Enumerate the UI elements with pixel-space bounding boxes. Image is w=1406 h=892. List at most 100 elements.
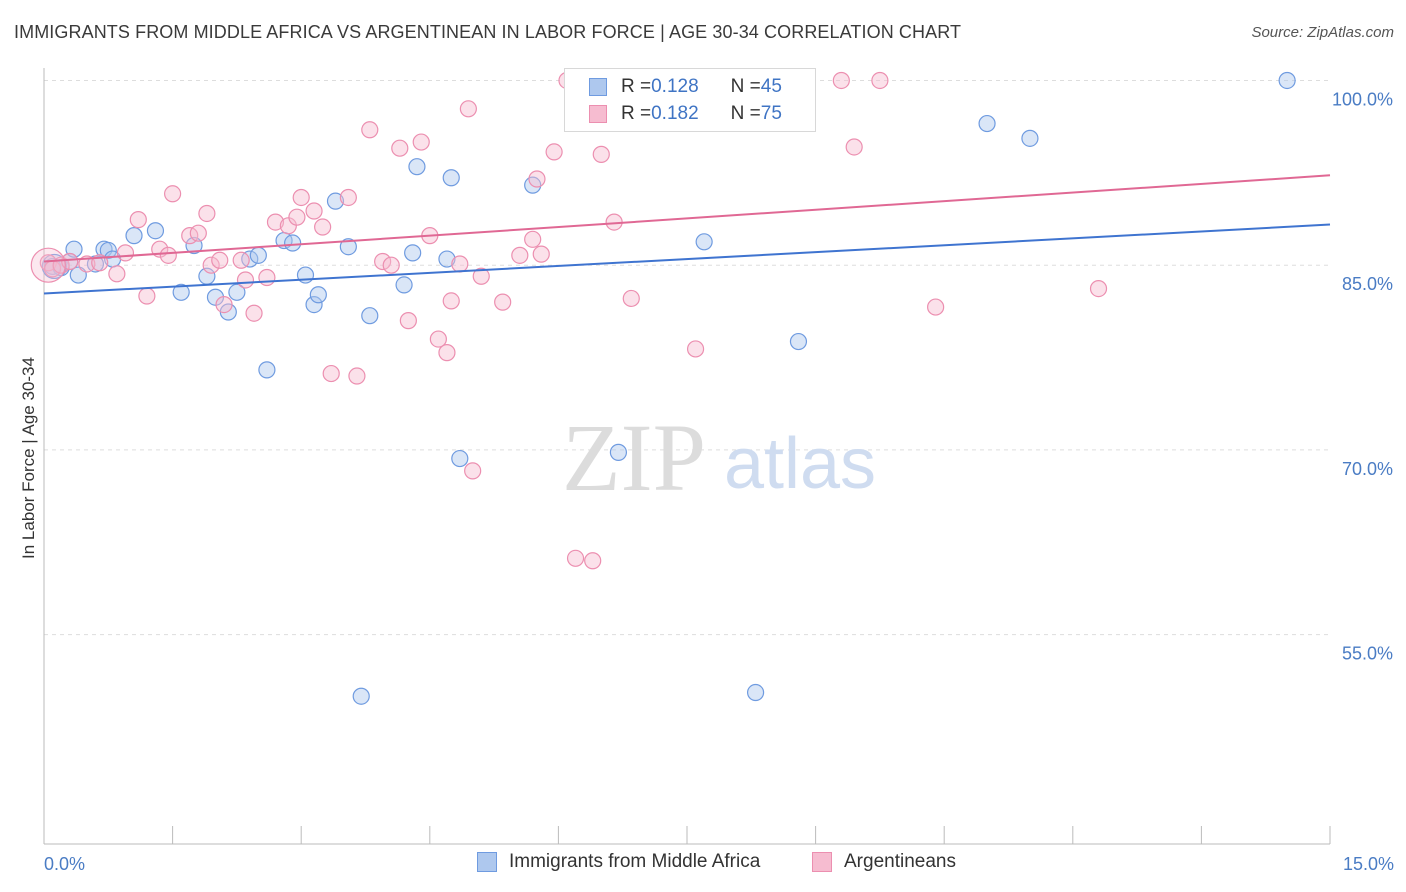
point-middle-africa — [249, 246, 267, 264]
series-argentineans-points — [30, 71, 1108, 570]
point-argentineans — [566, 549, 585, 567]
point-argentineans — [472, 267, 490, 285]
point-middle-africa — [241, 250, 259, 268]
y-tick-label: 55.0% — [1342, 644, 1393, 664]
point-middle-africa — [284, 234, 302, 252]
point-middle-africa — [438, 250, 456, 268]
point-argentineans — [164, 185, 182, 203]
source-label: Source: ZipAtlas.com — [1251, 24, 1394, 41]
y-tick-label: 100.0% — [1332, 89, 1393, 109]
trend-line-argentineans — [43, 174, 1331, 263]
series-legend-swatch-pink — [812, 852, 832, 872]
x-tick-label-max: 15.0% — [1343, 854, 1394, 874]
series-legend: Immigrants from Middle Africa Argentinea… — [0, 851, 1406, 879]
point-middle-africa — [125, 227, 143, 245]
point-middle-africa — [172, 283, 190, 301]
point-middle-africa — [258, 361, 276, 379]
n-label-blue: N = — [730, 76, 761, 97]
point-argentineans — [322, 364, 340, 383]
point-argentineans — [232, 251, 250, 269]
point-argentineans — [459, 100, 477, 118]
point-argentineans — [391, 139, 409, 157]
point-argentineans — [584, 552, 602, 570]
point-middle-africa — [408, 158, 426, 176]
watermark: ZIP atlas — [562, 404, 876, 511]
point-argentineans — [429, 330, 447, 348]
point-argentineans — [138, 287, 156, 305]
point-argentineans — [686, 340, 705, 358]
point-middle-africa — [978, 114, 996, 133]
n-value-blue: 45 — [760, 76, 782, 97]
point-argentineans — [288, 208, 306, 226]
point-argentineans — [215, 296, 233, 314]
point-argentineans — [412, 133, 430, 151]
tick-labels: 55.0% 70.0% 85.0% 100.0% 0.0% 15.0% — [44, 89, 1394, 874]
point-argentineans — [622, 289, 640, 308]
x-tick-label-min: 0.0% — [44, 854, 85, 874]
point-middle-africa — [1021, 129, 1039, 147]
n-label-pink: N = — [730, 103, 761, 124]
point-argentineans — [399, 312, 417, 330]
point-argentineans — [545, 143, 563, 161]
point-middle-africa — [404, 244, 422, 262]
point-argentineans — [202, 256, 220, 274]
point-middle-africa — [695, 233, 713, 251]
legend-swatch-blue — [589, 78, 607, 96]
series-middle-africa-points — [41, 71, 1296, 705]
point-argentineans — [451, 255, 469, 273]
point-argentineans — [511, 246, 529, 264]
point-argentineans — [129, 211, 147, 229]
y-tick-label: 70.0% — [1342, 459, 1393, 479]
r-label-blue: R = — [621, 76, 652, 97]
point-argentineans — [189, 224, 207, 242]
point-argentineans — [236, 271, 255, 289]
n-value-pink: 75 — [760, 103, 782, 124]
point-argentineans — [1089, 279, 1108, 298]
point-argentineans — [266, 213, 285, 231]
point-middle-africa — [609, 443, 628, 461]
point-middle-africa — [451, 449, 469, 468]
point-argentineans — [438, 344, 456, 362]
point-middle-africa — [339, 238, 357, 256]
stats-legend-row-pink: R = 0.182 N = 75 — [589, 101, 782, 127]
point-argentineans — [108, 265, 126, 283]
point-argentineans — [258, 268, 276, 287]
point-argentineans — [528, 170, 546, 188]
grid-lines — [44, 79, 1330, 636]
point-argentineans — [198, 204, 216, 223]
chart-title: IMMIGRANTS FROM MIDDLE AFRICA VS ARGENTI… — [14, 22, 962, 42]
point-argentineans — [524, 230, 542, 248]
point-argentineans — [245, 304, 263, 322]
watermark-zip: ZIP — [562, 404, 706, 511]
point-middle-africa — [361, 307, 379, 325]
point-argentineans — [292, 188, 310, 207]
point-argentineans — [464, 462, 482, 480]
point-middle-africa — [395, 276, 413, 294]
point-middle-africa — [746, 683, 765, 702]
point-middle-africa — [352, 687, 370, 705]
series-legend-item-middle-africa: Immigrants from Middle Africa — [477, 851, 760, 873]
point-argentineans — [211, 251, 229, 269]
point-argentineans — [494, 293, 512, 311]
axes — [43, 68, 1331, 845]
point-argentineans — [592, 145, 610, 163]
point-argentineans — [382, 256, 400, 274]
series-legend-swatch-blue — [477, 852, 497, 872]
point-argentineans — [78, 255, 96, 273]
series-legend-item-argentineans: Argentineans — [812, 851, 956, 873]
point-argentineans — [339, 188, 357, 207]
point-argentineans — [871, 71, 889, 90]
point-argentineans — [532, 245, 550, 263]
r-value-blue: 0.128 — [651, 76, 699, 97]
trend-lines — [43, 174, 1331, 295]
point-argentineans — [159, 246, 177, 264]
r-label-pink: R = — [621, 103, 652, 124]
point-argentineans — [374, 252, 392, 271]
point-argentineans — [305, 202, 323, 220]
point-middle-africa — [305, 296, 323, 314]
point-argentineans — [361, 121, 379, 139]
trend-line-middle-africa — [43, 223, 1331, 295]
series-legend-label-argentineans: Argentineans — [844, 851, 956, 872]
point-argentineans — [314, 218, 332, 236]
